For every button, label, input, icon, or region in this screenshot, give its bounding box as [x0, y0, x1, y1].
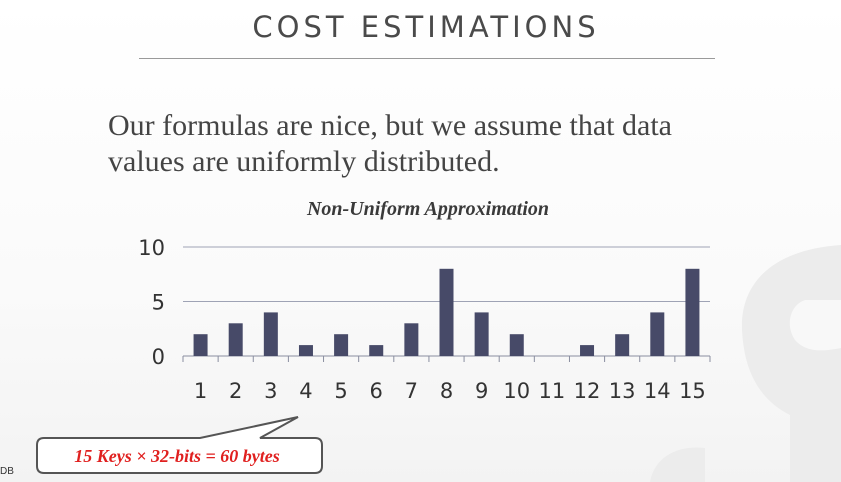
bar-14: [650, 312, 665, 356]
x-tick-label: 11: [539, 379, 566, 403]
slide-title: COST ESTIMATIONS: [252, 10, 600, 44]
y-tick-label: 0: [152, 345, 165, 369]
callout-shape: [36, 416, 323, 474]
x-tick-label: 15: [679, 379, 706, 403]
x-tick-label: 10: [503, 379, 530, 403]
x-tick-label: 1: [194, 379, 207, 403]
x-tick-label: 2: [229, 379, 242, 403]
bar-5: [334, 334, 349, 356]
bar-6: [369, 345, 384, 356]
x-axis-ticks: 1 2 3 4 5 6 7 8 9 10 11 12 13 14 15: [182, 356, 711, 403]
x-tick-label: 13: [609, 379, 636, 403]
footer-mark: DB: [0, 466, 14, 477]
x-tick-label: 6: [370, 379, 383, 403]
bar-10: [509, 334, 524, 356]
x-tick-label: 14: [644, 379, 671, 403]
bar-3: [263, 312, 278, 356]
x-tick-label: 9: [475, 379, 488, 403]
bar-4: [298, 345, 313, 356]
title-divider: [139, 58, 715, 59]
x-tick-label: 4: [299, 379, 312, 403]
bar-1: [193, 334, 208, 356]
callout-text: 15 Keys × 32-bits = 60 bytes: [74, 446, 280, 466]
y-tick-label: 10: [138, 236, 165, 260]
bar-2: [228, 323, 243, 356]
x-tick-label: 3: [264, 379, 277, 403]
chart-bars: [193, 268, 700, 356]
bar-12: [580, 345, 595, 356]
body-line: values are uniformly distributed.: [108, 145, 500, 178]
bar-9: [474, 312, 489, 356]
chart-title: Non-Uniform Approximation: [306, 198, 549, 220]
x-tick-label: 12: [574, 379, 601, 403]
bar-15: [685, 268, 700, 356]
body-line: Our formulas are nice, but we assume tha…: [108, 109, 672, 142]
bar-8: [439, 268, 454, 356]
y-tick-label: 5: [152, 291, 165, 315]
x-tick-label: 8: [440, 379, 453, 403]
bar-13: [615, 334, 630, 356]
y-axis-ticks: 0 5 10: [138, 236, 165, 369]
x-tick-label: 5: [334, 379, 347, 403]
bar-7: [404, 323, 419, 356]
x-tick-label: 7: [405, 379, 418, 403]
body-text: Our formulas are nice, but we assume tha…: [108, 108, 748, 180]
